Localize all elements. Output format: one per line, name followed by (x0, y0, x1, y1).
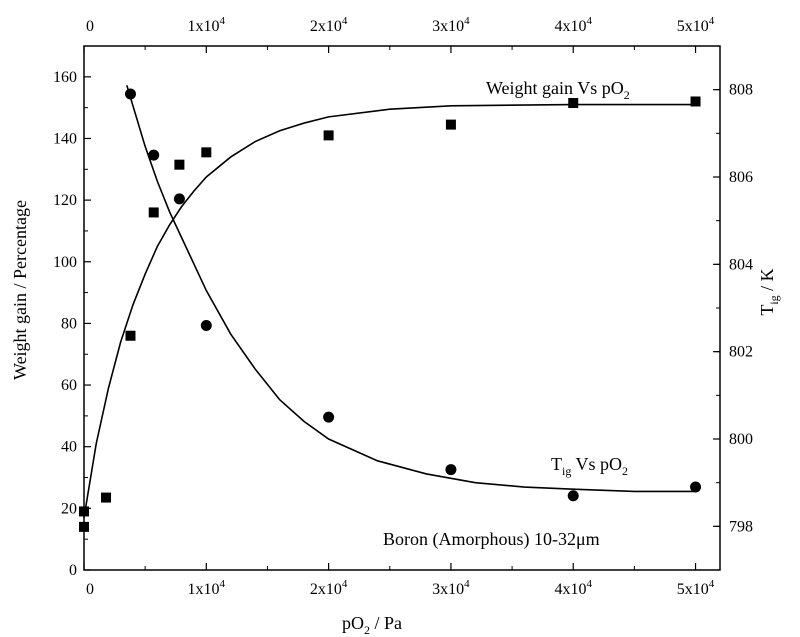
x-tick-label-top: 0 (86, 18, 94, 35)
x-tick-label-bottom-base: 3x10 (432, 581, 464, 598)
data-point-square (79, 506, 89, 517)
y-right-tick-label: 808 (729, 82, 753, 99)
x-tick-label-bottom-base: 4x10 (554, 581, 586, 598)
series-label-tig-tail-sub: 2 (622, 464, 628, 478)
y-right-tick-label: 800 (729, 431, 753, 448)
y-axis-right: 798 800 802 804 806 808 (713, 45, 753, 571)
x-tick-label-bottom: 1x104 (188, 578, 226, 598)
x-tick-label-top-exp: 4 (342, 15, 348, 27)
data-point-square (79, 521, 89, 532)
y-left-tick-label: 100 (53, 254, 77, 271)
x-tick-label-top-exp: 4 (220, 15, 226, 27)
x-tick-label-top-base: 1x10 (188, 18, 220, 35)
y-right-tick-label: 806 (729, 169, 753, 186)
data-point-square (568, 98, 579, 109)
x-tick-label-bottom-exp: 4 (586, 578, 592, 590)
series-label-weight-gain-sub: 2 (624, 88, 630, 102)
x-tick-label-top-base: 4x10 (554, 18, 586, 35)
x-tick-label-top-exp: 4 (709, 15, 715, 27)
x-tick-label-bottom: 5x104 (677, 578, 715, 598)
x-axis-title: pO2 / Pa (342, 613, 402, 637)
y-left-tick-label: 120 (53, 192, 77, 209)
series-label-tig-name: T (551, 454, 562, 474)
x-tick-label-top-base: 3x10 (432, 18, 464, 35)
y-axis-right-title-sub: ig (767, 295, 781, 304)
y-left-tick-label: 140 (53, 130, 77, 147)
y-axis-left-title: Weight gain / Percentage (10, 200, 30, 380)
x-tick-label-bottom-exp: 4 (342, 578, 348, 590)
data-point-square (125, 330, 136, 341)
data-point-square (690, 96, 701, 107)
series-label-tig: Tig Vs pO2 (551, 454, 628, 478)
data-point-circle (173, 193, 185, 205)
series-label-weight-gain-name: Weight gain Vs pO (486, 78, 624, 98)
series-label-tig-tail: Vs pO (571, 454, 622, 474)
x-tick-label-top: 3x104 (432, 15, 470, 35)
series-label-weight-gain: Weight gain Vs pO2 (486, 78, 630, 102)
svg-text:Tig / K: Tig / K (757, 268, 781, 315)
y-left-tick-label: 60 (61, 377, 77, 394)
series-layer (79, 85, 702, 532)
fit-curve (126, 85, 696, 493)
sample-note: Boron (Amorphous) 10-32μm (383, 529, 600, 550)
x-tick-label-bottom: 2x104 (310, 578, 348, 598)
x-tick-label-top-exp: 4 (464, 15, 470, 27)
data-point-circle (148, 149, 160, 161)
x-tick-label-bottom-exp: 4 (709, 578, 715, 590)
x-tick-label-top: 4x104 (554, 15, 592, 35)
data-point-square (148, 207, 159, 218)
x-axis-title-tail: / Pa (370, 613, 402, 633)
y-left-tick-label: 160 (53, 69, 77, 86)
data-point-circle (323, 411, 335, 423)
x-tick-label-bottom: 3x104 (432, 578, 470, 598)
y-axis-right-title-tail: / K (757, 268, 777, 295)
y-left-tick-label: 80 (61, 315, 77, 332)
data-point-circle (445, 464, 457, 476)
x-tick-label-bottom-exp: 4 (464, 578, 470, 590)
x-tick-label-top-base: 2x10 (310, 18, 342, 35)
data-point-square (101, 492, 112, 503)
x-tick-label-top-exp: 4 (586, 15, 592, 27)
data-point-square (201, 147, 212, 158)
x-axis-title-base: pO (342, 613, 364, 633)
data-point-circle (124, 88, 136, 100)
y-right-tick-label: 804 (729, 256, 753, 273)
series-weight-gain (79, 96, 701, 532)
x-axis-top: 0 1x104 2x104 3x104 4x104 5x104 (83, 15, 715, 53)
x-tick-label-bottom-base: 5x10 (677, 581, 709, 598)
x-tick-label-bottom: 4x104 (554, 578, 592, 598)
data-point-square (445, 119, 456, 130)
x-tick-label-top: 1x104 (188, 15, 226, 35)
x-tick-label-top: 5x104 (677, 15, 715, 35)
x-tick-label-bottom-base: 2x10 (310, 581, 342, 598)
y-left-tick-label: 20 (61, 500, 77, 517)
data-point-square (323, 130, 334, 141)
fit-curve (83, 103, 696, 518)
data-point-square (174, 159, 185, 170)
x-tick-label-top-base: 0 (86, 18, 94, 35)
data-point-circle (690, 481, 702, 493)
y-left-tick-label: 40 (61, 439, 77, 456)
y-right-tick-label: 798 (729, 518, 753, 535)
x-axis-title-sub: 2 (364, 623, 370, 637)
y-left-tick-label: 0 (69, 562, 77, 579)
y-right-tick-label: 802 (729, 344, 753, 361)
x-axis-bottom: 0 1x104 2x104 3x104 4x104 5x104 (83, 563, 715, 598)
x-tick-label-top-base: 5x10 (677, 18, 709, 35)
data-point-circle (567, 490, 579, 502)
y-axis-right-title: Tig / K (757, 268, 781, 315)
x-tick-label-bottom-base: 1x10 (188, 581, 220, 598)
x-tick-label-bottom: 0 (86, 581, 94, 598)
y-axis-left: 0 20 40 60 80 100 120 140 160 (53, 69, 91, 579)
series-tig (124, 85, 702, 502)
x-tick-label-top: 2x104 (310, 15, 348, 35)
x-tick-label-bottom-exp: 4 (220, 578, 226, 590)
x-tick-label-bottom-base: 0 (86, 581, 94, 598)
y-axis-right-title-base: T (757, 305, 777, 316)
data-point-circle (200, 319, 212, 331)
series-label-tig-sub: ig (562, 464, 571, 478)
